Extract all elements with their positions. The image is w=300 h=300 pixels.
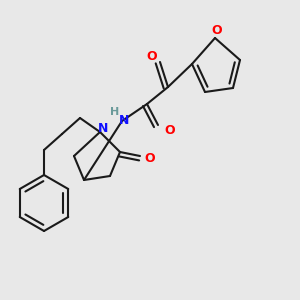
Text: N: N bbox=[119, 113, 129, 127]
Text: O: O bbox=[147, 50, 157, 64]
Text: O: O bbox=[212, 23, 222, 37]
Text: O: O bbox=[145, 152, 155, 164]
Text: H: H bbox=[110, 107, 120, 117]
Text: O: O bbox=[165, 124, 175, 136]
Text: N: N bbox=[98, 122, 108, 136]
